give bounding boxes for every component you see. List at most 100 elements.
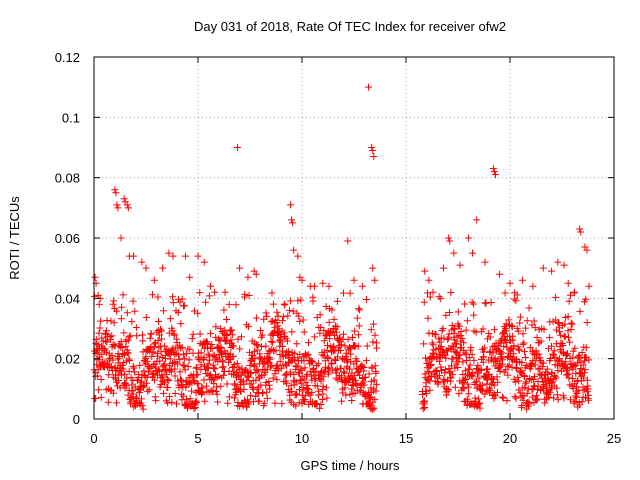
data-point — [148, 291, 156, 299]
data-point — [283, 379, 291, 387]
data-point — [211, 288, 219, 296]
data-point — [330, 315, 338, 323]
data-point — [184, 362, 192, 370]
data-point — [437, 343, 445, 351]
data-point — [247, 392, 255, 400]
data-point — [166, 315, 174, 323]
data-point — [113, 307, 121, 315]
data-point — [211, 365, 219, 373]
data-point — [352, 379, 360, 387]
data-point — [225, 393, 233, 401]
data-point — [439, 264, 447, 272]
data-point — [220, 306, 228, 314]
data-point — [501, 289, 509, 297]
data-point — [553, 384, 561, 392]
data-point — [337, 347, 345, 355]
data-point — [521, 324, 529, 332]
data-point — [147, 330, 155, 338]
data-point — [309, 297, 317, 305]
data-point — [450, 249, 458, 257]
data-point — [198, 389, 206, 397]
data-point — [208, 340, 216, 348]
data-point — [569, 384, 577, 392]
data-point — [370, 404, 378, 412]
data-point — [437, 363, 445, 371]
data-point — [436, 338, 444, 346]
data-point — [368, 144, 376, 151]
data-point — [433, 367, 441, 375]
data-point — [496, 270, 504, 278]
data-point — [177, 382, 185, 390]
data-point — [119, 365, 127, 373]
data-point — [369, 338, 377, 346]
data-point — [566, 291, 574, 299]
data-point — [294, 354, 302, 362]
data-point — [115, 377, 123, 385]
data-point — [159, 307, 167, 315]
data-point — [345, 343, 353, 351]
data-point — [486, 348, 494, 356]
data-point — [470, 300, 478, 308]
y-tick-label: 0.04 — [55, 291, 80, 306]
data-point — [228, 326, 236, 334]
data-point — [139, 331, 147, 339]
data-point — [216, 324, 224, 332]
data-point — [512, 394, 520, 402]
y-tick-label: 0.12 — [55, 50, 80, 65]
data-point — [583, 319, 591, 326]
data-point — [518, 402, 526, 410]
data-point — [202, 298, 210, 306]
data-point — [192, 397, 200, 405]
data-point — [529, 357, 537, 365]
data-point — [117, 315, 125, 323]
data-point — [258, 331, 266, 339]
data-point — [263, 388, 271, 396]
data-point — [459, 358, 467, 366]
data-point — [515, 377, 523, 385]
data-point — [169, 252, 177, 260]
data-point — [485, 329, 493, 337]
data-point — [92, 394, 100, 402]
data-point — [290, 246, 298, 254]
data-point — [568, 374, 576, 382]
data-point — [316, 404, 324, 412]
data-point — [371, 395, 379, 403]
data-point — [209, 352, 217, 360]
data-point — [112, 189, 120, 197]
data-point — [179, 350, 187, 358]
data-point — [520, 348, 528, 356]
data-point — [175, 351, 183, 359]
data-point — [289, 219, 297, 227]
data-point — [120, 358, 128, 366]
data-point — [304, 351, 312, 359]
data-point — [509, 336, 517, 344]
data-point — [216, 355, 224, 363]
data-point — [124, 204, 132, 212]
data-point — [331, 322, 339, 330]
data-point — [552, 293, 560, 301]
data-point — [341, 342, 349, 350]
y-tick-label: 0.1 — [62, 110, 80, 125]
data-point — [510, 342, 518, 350]
data-point — [460, 339, 468, 347]
data-point — [317, 400, 325, 408]
data-point — [440, 376, 448, 384]
data-point — [289, 307, 297, 315]
data-point — [95, 386, 103, 394]
data-point — [369, 264, 377, 272]
data-point — [465, 390, 473, 398]
data-point — [370, 376, 378, 384]
data-point — [531, 361, 539, 369]
y-axis-ticks: 0 0.02 0.04 0.06 0.08 0.1 0.12 — [55, 50, 614, 427]
data-point — [281, 333, 289, 341]
x-tick-label: 10 — [295, 431, 309, 446]
data-point — [529, 282, 537, 290]
data-point — [176, 355, 184, 363]
data-point — [204, 350, 212, 358]
data-point — [159, 264, 167, 272]
data-point — [228, 331, 236, 339]
data-point — [171, 365, 179, 373]
data-point — [571, 344, 579, 352]
data-point — [209, 387, 217, 395]
data-point — [241, 290, 249, 298]
